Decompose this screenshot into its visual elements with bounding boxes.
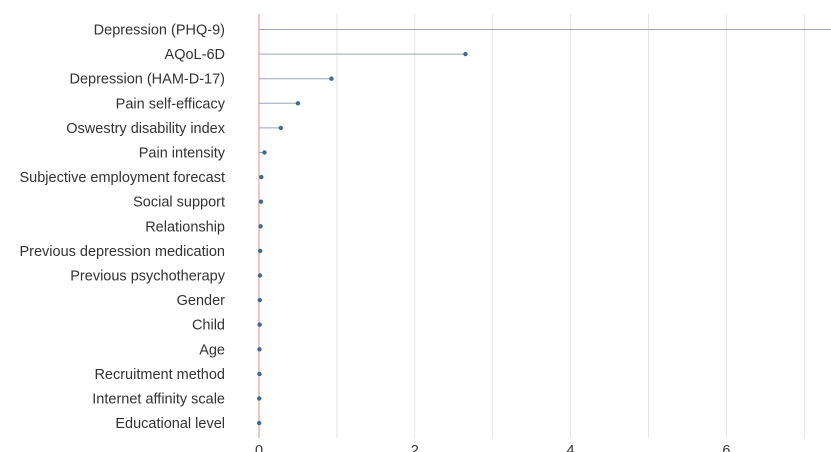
category-label-15: Internet affinity scale: [92, 392, 225, 408]
data-point-4: [278, 125, 284, 131]
category-label-7: Social support: [133, 195, 225, 211]
data-point-11: [257, 297, 262, 303]
data-point-3: [295, 101, 301, 106]
category-label-12: Child: [192, 318, 225, 334]
stems: [259, 29, 831, 424]
data-point-8: [258, 224, 263, 229]
x-tick-label-1: 2: [411, 443, 419, 452]
category-label-1: AQoL-6D: [165, 47, 225, 63]
x-tick-label-3: 6: [722, 443, 730, 452]
data-point-2: [329, 76, 334, 81]
category-label-2: Depression (HAM-D-17): [69, 72, 225, 88]
data-point-10: [257, 273, 263, 278]
category-label-6: Subjective employment forecast: [19, 170, 225, 186]
data-point-15: [257, 396, 262, 401]
category-label-4: Oswestry disability index: [66, 121, 225, 137]
category-label-13: Age: [199, 342, 225, 358]
data-point-9: [257, 248, 263, 254]
data-point-14: [257, 371, 262, 377]
data-point-6: [259, 174, 264, 180]
category-label-8: Relationship: [145, 219, 225, 235]
data-point-13: [257, 347, 262, 352]
data-point-16: [256, 420, 262, 426]
category-label-11: Gender: [177, 293, 226, 309]
category-label-5: Pain intensity: [139, 146, 226, 162]
category-label-3: Pain self-efficacy: [116, 96, 226, 112]
data-point-12: [257, 322, 262, 327]
data-point-7: [258, 199, 264, 204]
category-label-16: Educational level: [115, 416, 225, 432]
grid-lines: [336, 14, 805, 438]
category-label-9: Previous depression medication: [19, 244, 225, 260]
category-label-14: Recruitment method: [94, 367, 225, 383]
data-point-1: [463, 51, 468, 57]
x-tick-label-2: 4: [567, 443, 575, 452]
x-tick-label-0: 0: [255, 443, 263, 452]
category-label-0: Depression (PHQ-9): [94, 23, 225, 39]
x-tick-labels: 0 2 4 6: [255, 443, 730, 452]
category-label-10: Previous psychotherapy: [70, 269, 225, 285]
data-point-5: [262, 150, 267, 155]
category-labels: Depression (PHQ-9) AQoL-6D Depression (HAM…: [19, 23, 225, 433]
points: [256, 51, 468, 426]
